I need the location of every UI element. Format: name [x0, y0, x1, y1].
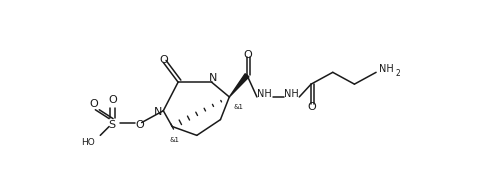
- Polygon shape: [229, 74, 249, 97]
- Text: O: O: [89, 99, 98, 109]
- Text: HO: HO: [82, 138, 95, 147]
- Text: S: S: [109, 119, 116, 130]
- Text: O: O: [109, 95, 117, 105]
- Text: 2: 2: [395, 69, 400, 78]
- Text: O: O: [243, 50, 253, 60]
- Text: O: O: [159, 56, 168, 65]
- Text: &1: &1: [169, 137, 179, 143]
- Text: O: O: [308, 102, 317, 112]
- Text: O: O: [135, 119, 144, 130]
- Text: NH: NH: [379, 64, 393, 74]
- Text: &1: &1: [233, 104, 243, 110]
- Text: NH: NH: [284, 89, 299, 99]
- Text: NH: NH: [258, 89, 272, 99]
- Text: N: N: [208, 73, 217, 83]
- Text: N: N: [154, 107, 163, 117]
